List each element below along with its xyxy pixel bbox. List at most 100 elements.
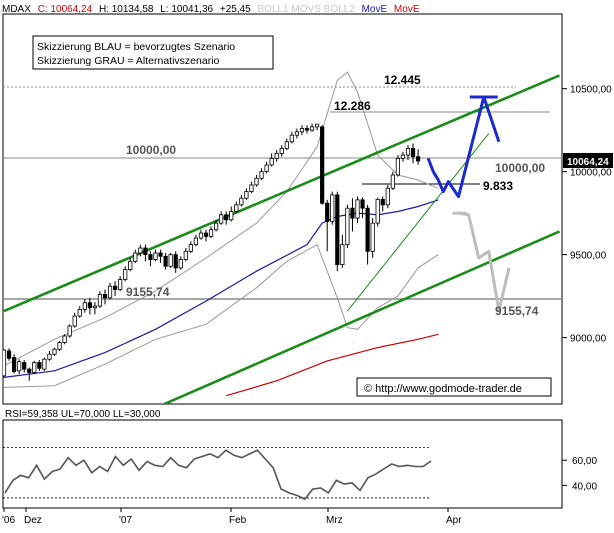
header-ma-red: MovE <box>394 4 420 15</box>
y-tick-label: 10000,00 <box>570 168 612 179</box>
candle-body <box>72 315 77 327</box>
header-inactive-overlays: BOLL1 MOVS BOLL2 <box>258 4 356 15</box>
scenario-legend-box <box>32 35 274 70</box>
header-ma-blue: MovE <box>362 4 388 15</box>
rsi-y-tick-label: 40,00 <box>572 481 597 492</box>
candle-body <box>259 171 264 179</box>
x-tick-label: '06 <box>2 515 15 526</box>
x-tick-label: Mrz <box>326 515 343 526</box>
last-price-label: 10064,24 <box>567 157 609 168</box>
candle-body <box>390 174 395 189</box>
candle-body <box>17 361 22 372</box>
candle-body <box>269 157 274 166</box>
candle-body <box>193 237 198 246</box>
level-label: 10000,00 <box>495 161 545 175</box>
candle-body <box>244 191 249 199</box>
candle-body <box>289 134 294 143</box>
candle-body <box>32 362 37 373</box>
candle-body <box>123 269 128 280</box>
moving-average-layer <box>3 199 439 397</box>
label-layer: 12.445 12.286 10000,00 10000,00 9.833 9155,74… <box>126 73 545 318</box>
bollinger-layer <box>3 71 439 388</box>
main-plot-frame <box>2 13 563 405</box>
x-tick-label: Apr <box>446 515 462 526</box>
level-label: 12.286 <box>334 99 371 113</box>
candle-body <box>264 164 269 173</box>
candle-body <box>219 214 224 224</box>
candle-body <box>87 302 92 309</box>
candle-body <box>335 194 340 265</box>
candle-body <box>148 254 153 261</box>
candle-body <box>97 294 103 307</box>
x-tick-label: Dez <box>24 515 42 526</box>
candle-body <box>173 254 178 269</box>
candle-body <box>395 157 401 176</box>
candle-body <box>229 211 234 221</box>
candle-body <box>375 198 380 224</box>
red-moving-average-line <box>226 333 439 397</box>
legend-line-blue: Skizzierung BLAU = bevorzugtes Szenario <box>37 41 235 53</box>
header-line: MDAX C: 10064,24 H: 10134,58 L: 10041,36… <box>2 4 420 15</box>
candle-body <box>42 358 47 370</box>
y-tick-label: 9500,00 <box>570 251 607 262</box>
candle-body <box>107 285 113 299</box>
candle-body <box>22 362 27 370</box>
gray-scenario-path <box>458 211 511 313</box>
candle-body <box>284 141 289 149</box>
last-price-box <box>563 152 613 168</box>
candle-body <box>153 252 158 261</box>
candle-body <box>224 214 229 221</box>
candle-body <box>77 309 82 317</box>
level-label: 10000,00 <box>126 143 176 157</box>
candle-body <box>11 357 17 373</box>
candle-body <box>128 260 133 270</box>
candle-body <box>118 279 123 290</box>
candle-body <box>340 244 345 265</box>
rsi-line <box>4 449 432 501</box>
scenario-layer <box>426 95 511 313</box>
rsi-layer: 40,00 60,00 <box>3 447 597 501</box>
candle-body <box>410 148 416 158</box>
candle-body <box>82 302 87 310</box>
candle-body <box>365 207 370 252</box>
level-label: 12.445 <box>384 73 421 87</box>
header-close: C: 10064,24 <box>38 4 93 15</box>
candle-body <box>314 123 320 128</box>
header-symbol: MDAX <box>2 4 31 15</box>
channel-line <box>3 74 561 313</box>
candle-body <box>380 198 385 206</box>
candle-body <box>52 348 57 355</box>
candle-body <box>3 349 7 377</box>
candle-body <box>133 252 138 262</box>
candle-body <box>304 128 310 131</box>
x-tick-label: '07 <box>119 515 132 526</box>
candle-body <box>27 368 32 373</box>
candle-body <box>279 148 284 154</box>
bollinger-lower-line <box>3 243 439 388</box>
candle-body <box>198 232 204 239</box>
level-label: 9155,74 <box>126 285 170 299</box>
blue-moving-average-line <box>3 199 439 378</box>
rsi-y-tick-label: 60,00 <box>572 456 597 467</box>
candle-body <box>350 207 355 219</box>
header-change: +25,45 <box>220 4 251 15</box>
header-high: H: 10134,58 <box>99 4 154 15</box>
candle-body <box>158 252 163 257</box>
candle-body <box>405 148 411 156</box>
candle-body <box>57 342 62 350</box>
candle-body <box>6 350 12 359</box>
header-low: L: 10041,36 <box>160 4 213 15</box>
candle-body <box>345 207 350 246</box>
candle-body <box>208 229 214 237</box>
inner-trend-line <box>347 133 490 312</box>
candle-body <box>178 259 183 269</box>
candle-body <box>299 128 305 133</box>
candle-body <box>249 184 254 192</box>
candle-body <box>67 325 72 337</box>
candle-body <box>62 335 67 343</box>
candle-body <box>47 353 52 360</box>
blue-scenario-path <box>426 95 501 199</box>
candle-body <box>330 194 335 222</box>
candle-body <box>92 305 97 309</box>
